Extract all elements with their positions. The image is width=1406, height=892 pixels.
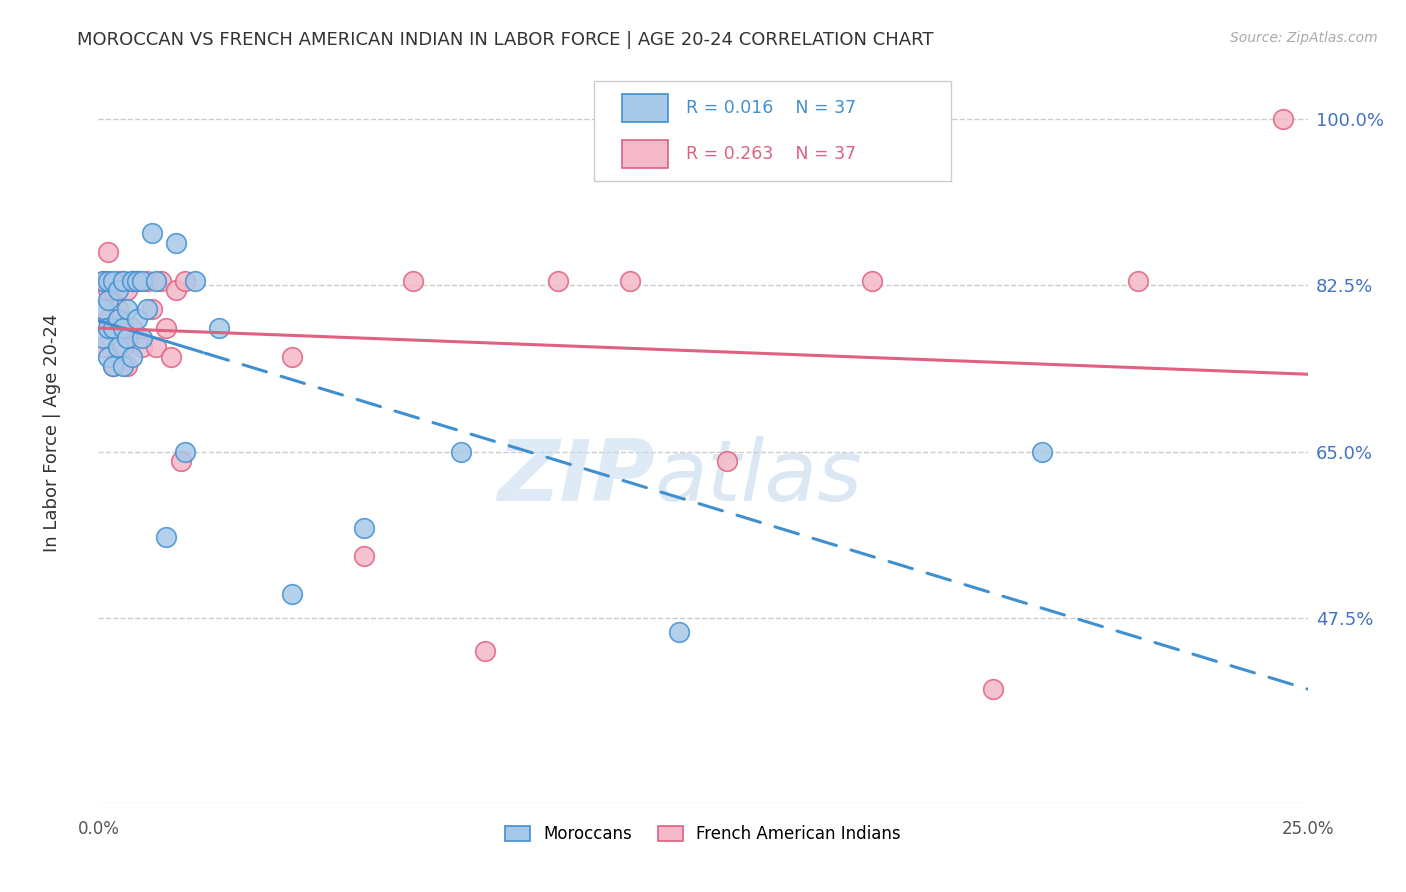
French American Indians [97, 245, 120, 260]
Moroccans [117, 331, 139, 345]
French American Indians [145, 340, 167, 354]
Moroccans [101, 274, 124, 288]
Legend: Moroccans, French American Indians: Moroccans, French American Indians [499, 819, 907, 850]
FancyBboxPatch shape [621, 94, 668, 122]
Moroccans [97, 274, 120, 288]
French American Indians [111, 274, 134, 288]
Moroccans [127, 274, 149, 288]
Moroccans [208, 321, 231, 335]
French American Indians [474, 644, 496, 658]
French American Indians [981, 681, 1004, 696]
Moroccans [174, 444, 197, 458]
French American Indians [1272, 112, 1295, 127]
Moroccans [184, 274, 207, 288]
Text: ZIP: ZIP [496, 435, 655, 518]
Moroccans [145, 274, 167, 288]
Moroccans [450, 444, 472, 458]
French American Indians [165, 283, 187, 297]
French American Indians [101, 359, 124, 374]
Text: In Labor Force | Age 20-24: In Labor Force | Age 20-24 [44, 313, 62, 552]
French American Indians [716, 454, 738, 468]
French American Indians [117, 283, 139, 297]
Moroccans [668, 624, 690, 639]
Moroccans [107, 311, 129, 326]
French American Indians [547, 274, 569, 288]
French American Indians [107, 302, 129, 317]
Moroccans [111, 359, 134, 374]
Moroccans [101, 359, 124, 374]
Moroccans [111, 321, 134, 335]
Text: R = 0.263    N = 37: R = 0.263 N = 37 [686, 145, 856, 163]
Moroccans [135, 302, 157, 317]
Moroccans [91, 302, 114, 317]
French American Indians [1128, 274, 1150, 288]
French American Indians [155, 321, 177, 335]
Moroccans [91, 274, 114, 288]
Text: MOROCCAN VS FRENCH AMERICAN INDIAN IN LABOR FORCE | AGE 20-24 CORRELATION CHART: MOROCCAN VS FRENCH AMERICAN INDIAN IN LA… [77, 31, 934, 49]
Moroccans [1031, 444, 1053, 458]
French American Indians [860, 274, 883, 288]
Text: R = 0.016    N = 37: R = 0.016 N = 37 [686, 99, 856, 117]
French American Indians [121, 274, 143, 288]
Moroccans [281, 587, 304, 601]
French American Indians [91, 340, 114, 354]
Moroccans [107, 283, 129, 297]
French American Indians [135, 274, 157, 288]
Moroccans [121, 274, 143, 288]
Moroccans [101, 321, 124, 335]
Text: Source: ZipAtlas.com: Source: ZipAtlas.com [1230, 31, 1378, 45]
Moroccans [111, 274, 134, 288]
Moroccans [91, 331, 114, 345]
FancyBboxPatch shape [621, 140, 668, 168]
French American Indians [91, 274, 114, 288]
Moroccans [131, 331, 153, 345]
French American Indians [169, 454, 191, 468]
French American Indians [101, 283, 124, 297]
French American Indians [97, 311, 120, 326]
French American Indians [117, 359, 139, 374]
French American Indians [141, 302, 163, 317]
Moroccans [107, 340, 129, 354]
Moroccans [353, 520, 375, 534]
French American Indians [150, 274, 173, 288]
French American Indians [160, 350, 183, 364]
Moroccans [155, 530, 177, 544]
French American Indians [619, 274, 641, 288]
Text: atlas: atlas [655, 435, 863, 518]
Moroccans [121, 350, 143, 364]
FancyBboxPatch shape [595, 81, 950, 181]
French American Indians [353, 549, 375, 563]
French American Indians [402, 274, 425, 288]
French American Indians [281, 350, 304, 364]
Moroccans [117, 302, 139, 317]
French American Indians [127, 274, 149, 288]
Moroccans [141, 227, 163, 241]
Moroccans [97, 321, 120, 335]
French American Indians [111, 340, 134, 354]
Moroccans [97, 350, 120, 364]
Moroccans [165, 235, 187, 250]
French American Indians [107, 274, 129, 288]
Moroccans [127, 311, 149, 326]
French American Indians [97, 283, 120, 297]
Text: 25.0%: 25.0% [1281, 820, 1334, 838]
Moroccans [131, 274, 153, 288]
Moroccans [97, 293, 120, 307]
Text: 0.0%: 0.0% [77, 820, 120, 838]
French American Indians [131, 340, 153, 354]
French American Indians [121, 321, 143, 335]
French American Indians [174, 274, 197, 288]
